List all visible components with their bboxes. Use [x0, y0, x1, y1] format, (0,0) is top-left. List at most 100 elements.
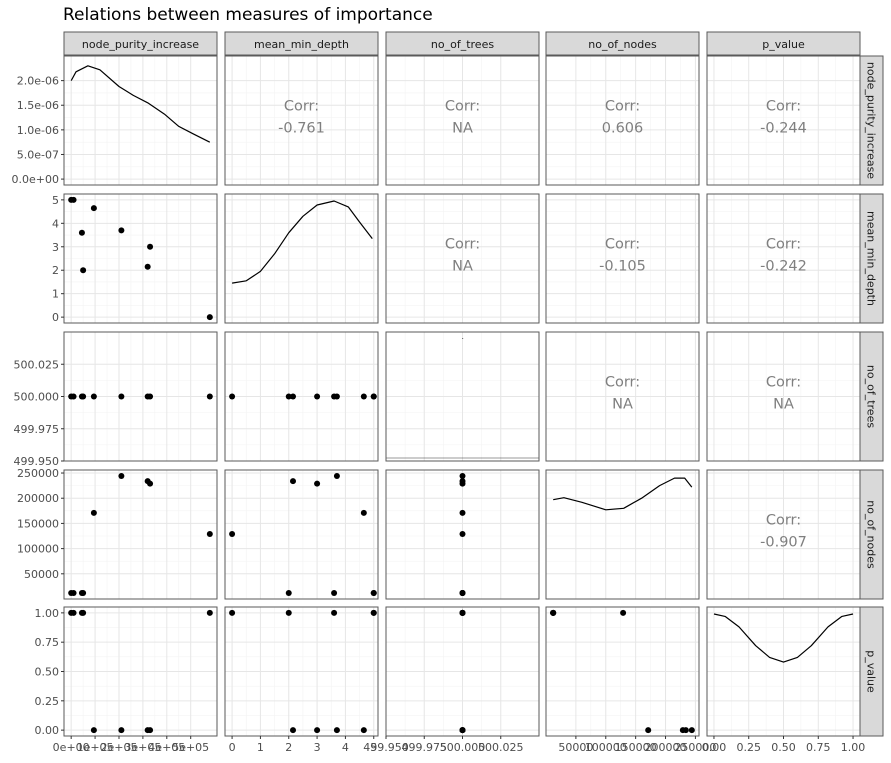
panel-border — [706, 331, 861, 462]
y-tick-label: 4 — [52, 217, 59, 230]
panel-p_value-mean_min_depth — [224, 606, 379, 737]
data-point — [314, 393, 321, 400]
y-tick-label: 500.025 — [14, 358, 60, 371]
data-point — [206, 393, 213, 400]
data-point — [459, 480, 466, 487]
data-point — [314, 727, 321, 734]
y-tick-label: 1.00 — [35, 607, 60, 620]
corr-value: NA — [773, 397, 794, 413]
data-point — [118, 727, 125, 734]
column-strip-no_of_trees — [385, 31, 540, 56]
column-strip-node_purity_increase — [63, 31, 218, 56]
panel-no_of_nodes-p_value: Corr: -0.907 — [706, 469, 861, 600]
data-point — [147, 727, 154, 734]
panel-no_of_trees-no_of_trees — [385, 331, 540, 462]
chart-title: Relations between measures of importance — [63, 5, 433, 25]
panel-no_of_trees-p_value: Corr: NA — [706, 331, 861, 462]
panel-node_purity_increase-no_of_nodes: Corr: 0.606 — [545, 55, 700, 186]
data-point — [206, 530, 213, 537]
row-strip-label-mean_min_depth: mean_min_depth — [865, 211, 878, 306]
column-strip-no_of_nodes — [545, 31, 700, 56]
y-tick-label: 0.0e+00 — [12, 173, 59, 186]
x-tick-label: 0 — [229, 741, 236, 754]
data-point — [118, 393, 125, 400]
panel-no_of_nodes-mean_min_depth — [224, 469, 379, 600]
data-point — [459, 530, 466, 537]
data-point — [90, 205, 97, 212]
column-strip-label-mean_min_depth: mean_min_depth — [254, 38, 349, 51]
data-point — [360, 727, 367, 734]
data-point — [80, 393, 87, 400]
data-point — [679, 727, 686, 734]
panel-border — [706, 193, 861, 324]
panel-p_value-p_value — [706, 606, 861, 737]
data-point — [688, 727, 695, 734]
x-tick-label: 2 — [285, 741, 292, 754]
data-point — [459, 609, 466, 616]
x-tick-label: 1e+05 — [77, 741, 114, 754]
data-point — [70, 589, 77, 596]
panel-background — [64, 470, 217, 599]
data-point — [80, 609, 87, 616]
y-tick-label: 0.75 — [35, 636, 60, 649]
data-point — [206, 314, 213, 321]
panel-border — [224, 331, 379, 462]
panel-background — [546, 56, 699, 185]
x-tick-label: 500.025 — [478, 741, 524, 754]
data-point — [550, 609, 557, 616]
data-point — [229, 393, 236, 400]
panel-border — [545, 55, 700, 186]
data-point — [118, 227, 125, 234]
data-point — [459, 589, 466, 596]
y-tick-label: 150000 — [17, 517, 59, 530]
y-tick-label: 499.950 — [14, 455, 60, 468]
density-line-no_of_nodes — [553, 477, 693, 511]
panel-border — [385, 193, 540, 324]
x-tick-label: 5e+05 — [172, 741, 209, 754]
data-point — [80, 589, 87, 596]
corr-value: 0.606 — [602, 121, 644, 137]
panel-border — [545, 193, 700, 324]
panel-no_of_trees-node_purity_increase — [63, 331, 218, 462]
panel-border — [63, 55, 218, 186]
data-point — [90, 727, 97, 734]
panel-border — [706, 55, 861, 186]
data-point — [459, 727, 466, 734]
corr-label: Corr: — [766, 237, 801, 253]
data-point — [645, 727, 652, 734]
panel-border — [706, 469, 861, 600]
corr-label: Corr: — [766, 513, 801, 529]
data-point — [314, 480, 321, 487]
y-tick-label: 50000 — [24, 568, 59, 581]
data-point — [370, 393, 377, 400]
column-strip-mean_min_depth — [224, 31, 379, 56]
panel-border — [63, 469, 218, 600]
x-tick-label: 0.75 — [806, 741, 831, 754]
y-tick-label: 499.975 — [14, 423, 60, 436]
corr-value: NA — [452, 121, 473, 137]
panel-node_purity_increase-node_purity_increase — [63, 55, 218, 186]
y-tick-label: 1.0e-06 — [17, 124, 59, 137]
panel-p_value-node_purity_increase — [63, 606, 218, 737]
panel-mean_min_depth-no_of_trees: Corr: NA — [385, 193, 540, 324]
y-tick-label: 5 — [52, 194, 59, 207]
panel-no_of_trees-no_of_nodes: Corr: NA — [545, 331, 700, 462]
y-tick-label: 250000 — [17, 467, 59, 480]
x-tick-label: 0.50 — [771, 741, 796, 754]
density-line-p_value — [713, 613, 854, 663]
x-tick-label: 0.00 — [702, 741, 727, 754]
data-point — [229, 530, 236, 537]
data-point — [144, 263, 151, 270]
column-strip-label-node_purity_increase: node_purity_increase — [82, 38, 199, 51]
data-point — [206, 609, 213, 616]
panel-background — [225, 470, 378, 599]
panel-border — [545, 469, 700, 600]
x-tick-label: 2e+05 — [100, 741, 137, 754]
x-tick-label: 0e+00 — [53, 741, 90, 754]
x-tick-label: 4e+05 — [148, 741, 185, 754]
column-strip-label-no_of_trees: no_of_trees — [431, 38, 494, 51]
data-point — [360, 393, 367, 400]
x-tick-label: 3e+05 — [124, 741, 161, 754]
panel-mean_min_depth-p_value: Corr: -0.242 — [706, 193, 861, 324]
row-strip-label-p_value: p_value — [865, 650, 878, 693]
